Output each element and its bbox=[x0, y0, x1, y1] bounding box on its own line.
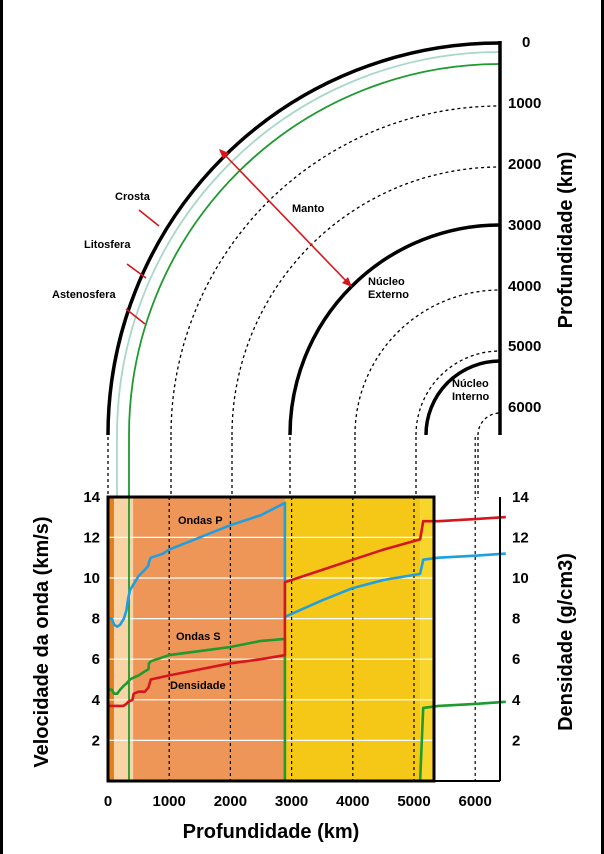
depth-tick-2000: 2000 bbox=[508, 156, 541, 173]
crosta-pointer bbox=[139, 210, 159, 226]
y-axis-title: Velocidade da onda (km/s) bbox=[31, 516, 53, 767]
x-tick-5000: 5000 bbox=[397, 793, 430, 810]
series-label-ondas-p: Ondas P bbox=[178, 515, 223, 527]
label-nucleo-interno-line1: Núcleo bbox=[452, 378, 489, 390]
depth-tick-5000: 5000 bbox=[508, 338, 541, 355]
mantle-thickness-arrow bbox=[219, 149, 352, 287]
connector-solid-lines bbox=[117, 435, 129, 498]
y2-tick-12: 12 bbox=[512, 529, 529, 546]
y-tick-8: 8 bbox=[92, 611, 100, 628]
series-label-ondas-s: Ondas S bbox=[176, 631, 221, 643]
depth-arc-6000 bbox=[478, 413, 500, 435]
y-tick-10: 10 bbox=[83, 570, 100, 587]
y2-tick-2: 2 bbox=[512, 732, 520, 749]
top-depth-axis-title: Profundidade (km) bbox=[555, 152, 577, 329]
velocity-density-chart: 0 1000 2000 3000 4000 5000 6000 2 4 6 8 10 12 14 2 4 6 8 1… bbox=[31, 437, 577, 843]
label-astenosfera: Astenosfera bbox=[52, 289, 116, 301]
region-upper-mantle bbox=[114, 497, 133, 781]
depth-tick-1000: 1000 bbox=[508, 95, 541, 112]
x-tick-1000: 1000 bbox=[153, 793, 186, 810]
y-tick-14: 14 bbox=[83, 489, 100, 506]
astenosfera-pointer bbox=[126, 309, 145, 324]
y-tick-4: 4 bbox=[92, 692, 101, 709]
label-nucleo-externo-line1: Núcleo bbox=[368, 276, 405, 288]
lithosphere-boundary-line bbox=[129, 64, 500, 435]
depth-tick-labels: 0 1000 2000 3000 4000 5000 6000 bbox=[508, 34, 541, 416]
x-tick-6000: 6000 bbox=[459, 793, 492, 810]
x-tick-2000: 2000 bbox=[214, 793, 247, 810]
depth-tick-0: 0 bbox=[522, 34, 530, 51]
x-axis-title: Profundidade (km) bbox=[183, 821, 360, 843]
y-tick-6: 6 bbox=[92, 651, 100, 668]
y2-tick-14: 14 bbox=[512, 489, 529, 506]
label-nucleo-interno-line2: Interno bbox=[452, 391, 490, 403]
connector-dotted-lines bbox=[108, 437, 478, 498]
crust-boundary-line bbox=[117, 52, 500, 435]
x-tick-0: 0 bbox=[104, 793, 112, 810]
y2-tick-4: 4 bbox=[512, 692, 521, 709]
label-litosfera: Litosfera bbox=[84, 239, 131, 251]
label-crosta: Crosta bbox=[115, 191, 151, 203]
earth-cross-section: Crosta Litosfera Astenosfera Manto Núcle… bbox=[52, 34, 577, 435]
y2-tick-8: 8 bbox=[512, 611, 520, 628]
depth-tick-6000: 6000 bbox=[508, 399, 541, 416]
depth-tick-4000: 4000 bbox=[508, 278, 541, 295]
y2-tick-10: 10 bbox=[512, 570, 529, 587]
x-tick-4000: 4000 bbox=[336, 793, 369, 810]
series-label-densidade: Densidade bbox=[170, 680, 226, 692]
y2-axis-title: Densidade (g/cm3) bbox=[555, 553, 577, 731]
x-tick-3000: 3000 bbox=[275, 793, 308, 810]
depth-tick-3000: 3000 bbox=[508, 217, 541, 234]
label-manto: Manto bbox=[292, 203, 325, 215]
label-nucleo-externo-line2: Externo bbox=[368, 289, 409, 301]
y2-tick-6: 6 bbox=[512, 651, 520, 668]
y-tick-2: 2 bbox=[92, 732, 100, 749]
earth-surface-arc bbox=[108, 43, 500, 435]
y-tick-12: 12 bbox=[83, 529, 100, 546]
